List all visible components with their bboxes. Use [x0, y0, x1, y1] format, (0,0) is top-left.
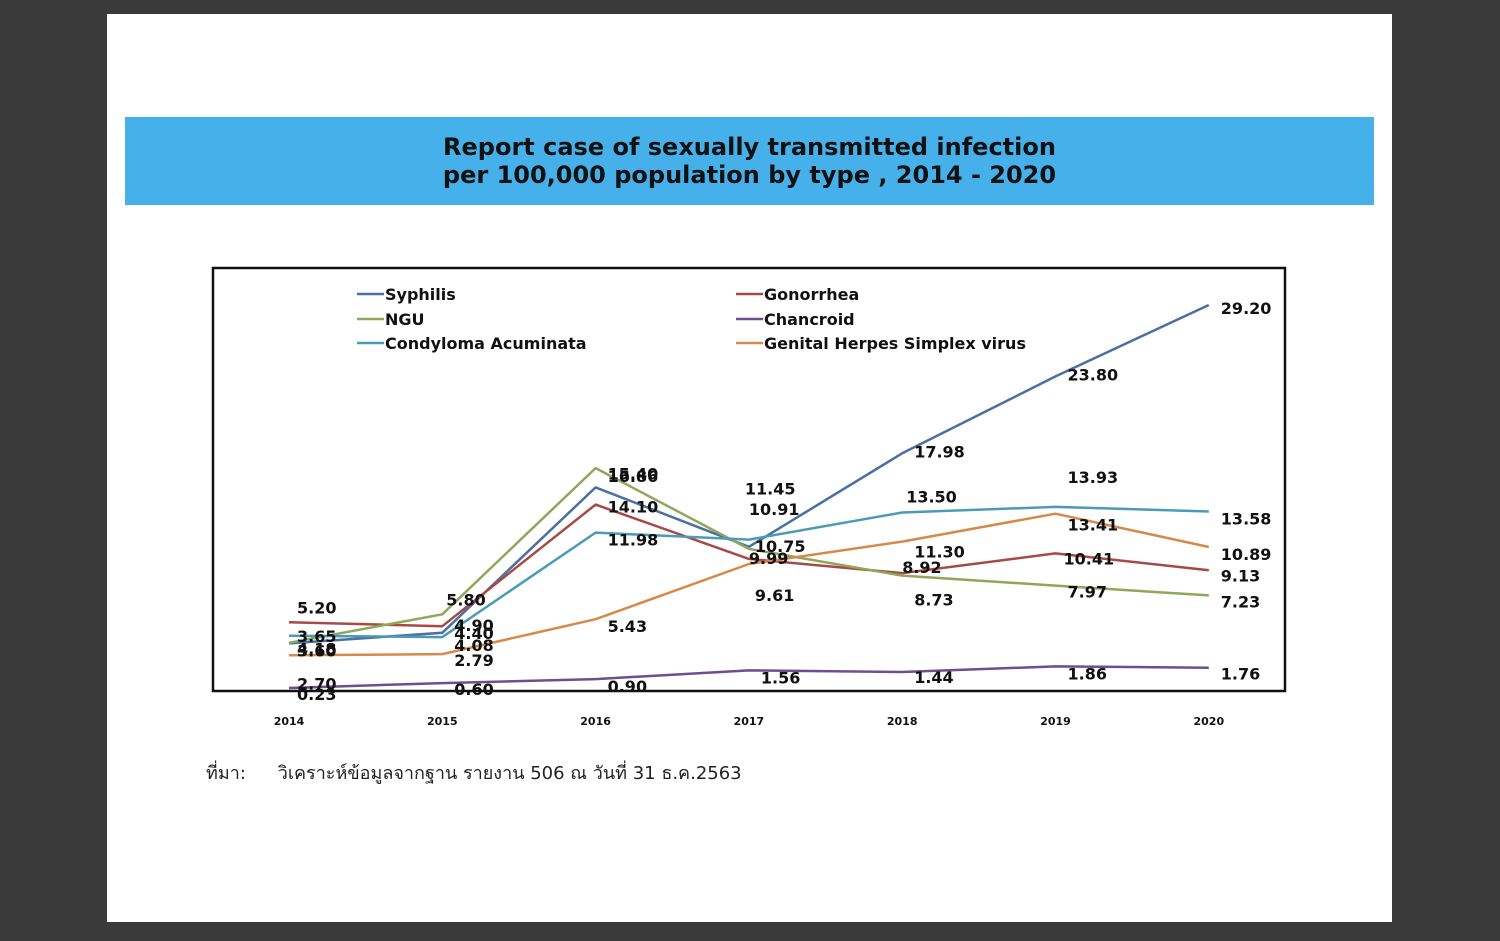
data-label: 17.98 — [914, 442, 965, 461]
data-label: 0.60 — [454, 680, 493, 699]
source-note: ที่มา: วิเคราะห์ข้อมูลจากฐาน รายงาน 506 … — [206, 758, 742, 787]
data-label: 2.79 — [454, 651, 493, 670]
data-label: 14.10 — [608, 498, 659, 517]
x-tick-label: 2014 — [274, 715, 305, 728]
data-label: 11.30 — [914, 543, 965, 562]
legend-item: NGU — [357, 310, 425, 329]
data-label: 4.18 — [297, 640, 336, 659]
data-label: 2.70 — [297, 674, 336, 693]
series-line — [288, 503, 1209, 628]
series-line — [288, 505, 1209, 639]
x-tick-label: 2017 — [734, 715, 765, 728]
data-label: 1.76 — [1221, 665, 1260, 684]
data-label: 7.97 — [1068, 583, 1107, 602]
x-tick-label: 2016 — [580, 715, 611, 728]
data-label: 8.92 — [902, 558, 941, 577]
data-label: 5.20 — [297, 598, 336, 617]
data-label: 10.91 — [749, 500, 800, 519]
data-label: 16.86 — [608, 467, 659, 486]
data-label: 1.56 — [761, 668, 800, 687]
legend-label: Gonorrhea — [764, 285, 859, 304]
series-lines — [288, 303, 1210, 690]
legend: Syphilis Gonorrhea NGU Chancroid Condyloma A… — [357, 285, 1026, 353]
legend-item: Genital Herpes Simplex virus — [736, 334, 1026, 353]
data-label: 1.86 — [1068, 664, 1107, 683]
legend-label: Genital Herpes Simplex virus — [764, 334, 1026, 353]
data-label: 11.45 — [745, 480, 796, 499]
title-banner: Report case of sexually transmitted infe… — [125, 117, 1374, 205]
chart-title-line2: per 100,000 population by type , 2014 - … — [442, 161, 1057, 189]
data-labels: 3.60 4.40 15.40 10.91 17.98 23.80 29.20 5.20 4.9… — [297, 299, 1271, 704]
legend-label: Condyloma Acuminata — [385, 334, 587, 353]
data-label: 9.61 — [755, 586, 794, 605]
data-label: 29.20 — [1221, 299, 1272, 318]
data-label: 0.90 — [608, 677, 647, 696]
data-label: 15.40 — [608, 464, 659, 483]
data-label: 13.93 — [1068, 468, 1119, 487]
x-tick-label: 2019 — [1040, 715, 1071, 728]
x-tick-label: 2015 — [427, 715, 458, 728]
legend-item: Chancroid — [736, 310, 855, 329]
series-line — [288, 466, 1209, 645]
legend-item: Syphilis — [357, 285, 456, 304]
source-text: วิเคราะห์ข้อมูลจากฐาน รายงาน 506 ณ วันที… — [277, 763, 742, 784]
data-label: 3.60 — [297, 641, 336, 660]
data-label: 5.80 — [446, 590, 485, 609]
data-label: 4.40 — [454, 624, 493, 643]
source-label: ที่มา: — [206, 763, 246, 784]
data-label: 3.65 — [297, 627, 336, 646]
data-label: 5.43 — [608, 617, 647, 636]
data-label: 10.41 — [1064, 549, 1115, 568]
data-label: 13.50 — [906, 488, 957, 507]
chart-title-line1: Report case of sexually transmitted infe… — [443, 133, 1056, 161]
series-line — [288, 512, 1210, 657]
data-label: 1.44 — [914, 668, 953, 687]
x-tick-label: 2018 — [887, 715, 918, 728]
series-line — [288, 665, 1209, 690]
legend-label: Syphilis — [385, 285, 456, 304]
data-label: 13.41 — [1068, 516, 1119, 535]
x-tick-label: 2020 — [1193, 715, 1224, 728]
data-label: 7.23 — [1221, 592, 1260, 611]
legend-item: Condyloma Acuminata — [357, 334, 587, 353]
data-label: 23.80 — [1068, 365, 1119, 384]
legend-label: Chancroid — [764, 310, 855, 329]
plot-frame — [211, 266, 1287, 693]
data-label: 9.99 — [749, 549, 788, 568]
legend-item: Gonorrhea — [736, 285, 859, 304]
series-line — [288, 303, 1210, 645]
data-label: 0.23 — [297, 685, 336, 704]
data-label: 10.75 — [755, 537, 806, 556]
data-label: 9.13 — [1221, 566, 1260, 585]
data-label: 13.58 — [1221, 509, 1272, 528]
data-label: 10.89 — [1221, 545, 1272, 564]
data-label: 4.90 — [454, 616, 493, 635]
data-label: 8.73 — [914, 591, 953, 610]
data-label: 11.98 — [608, 531, 659, 550]
data-label: 4.08 — [454, 636, 493, 655]
x-axis-ticks: 2014 2015 2016 2017 2018 2019 2020 — [274, 715, 1225, 728]
legend-label: NGU — [385, 310, 425, 329]
